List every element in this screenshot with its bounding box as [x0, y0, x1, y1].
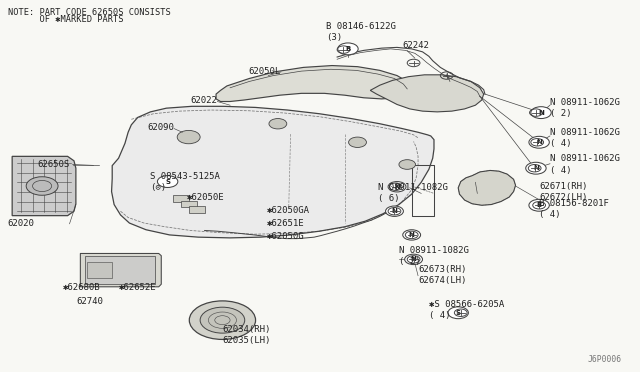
Text: N 08911-1062G
( 4): N 08911-1062G ( 4): [550, 128, 620, 148]
Circle shape: [189, 301, 255, 339]
Text: 62050L: 62050L: [249, 67, 281, 76]
Text: N: N: [536, 139, 542, 145]
Text: ✱62651E: ✱62651E: [267, 219, 305, 228]
Circle shape: [388, 182, 406, 192]
Text: N: N: [411, 256, 417, 262]
Text: N 08911-1082G
( 2): N 08911-1082G ( 2): [399, 246, 469, 266]
Text: 62034(RH)
62035(LH): 62034(RH) 62035(LH): [223, 325, 271, 345]
Circle shape: [177, 131, 200, 144]
Text: ✱62050GA: ✱62050GA: [267, 206, 310, 215]
Text: B: B: [536, 202, 541, 208]
FancyBboxPatch shape: [181, 201, 197, 208]
Text: N: N: [409, 232, 415, 238]
Text: 62090: 62090: [147, 123, 174, 132]
FancyBboxPatch shape: [189, 206, 205, 213]
Circle shape: [529, 137, 549, 148]
Text: NOTE: PART CODE 62650S CONSISTS: NOTE: PART CODE 62650S CONSISTS: [8, 8, 171, 17]
Polygon shape: [371, 75, 484, 112]
Text: B 08146-6122G
(3): B 08146-6122G (3): [326, 22, 396, 42]
Polygon shape: [216, 65, 412, 102]
Circle shape: [157, 176, 178, 187]
FancyBboxPatch shape: [85, 256, 155, 284]
Text: 62671(RH)
62672(LH): 62671(RH) 62672(LH): [539, 182, 588, 202]
Circle shape: [529, 199, 549, 211]
Circle shape: [448, 307, 468, 319]
Text: 62673(RH)
62674(LH): 62673(RH) 62674(LH): [418, 265, 467, 285]
Text: N: N: [394, 184, 400, 190]
FancyBboxPatch shape: [173, 195, 189, 202]
Circle shape: [200, 307, 244, 333]
FancyBboxPatch shape: [86, 262, 112, 278]
Text: ✱S 08566-6205A
( 4): ✱S 08566-6205A ( 4): [429, 300, 504, 320]
Text: ✱62652E: ✱62652E: [118, 283, 156, 292]
Text: 62650S: 62650S: [37, 160, 70, 169]
Circle shape: [399, 160, 415, 169]
Text: N 08911-1082G
( 6): N 08911-1082G ( 6): [378, 183, 448, 203]
Circle shape: [338, 43, 358, 55]
Text: N: N: [392, 208, 397, 214]
Text: OF ✱MARKED PARTS: OF ✱MARKED PARTS: [8, 15, 124, 24]
Circle shape: [404, 254, 422, 264]
Circle shape: [385, 206, 403, 217]
Polygon shape: [12, 156, 76, 216]
Text: B 08156-8201F
( 4): B 08156-8201F ( 4): [539, 199, 609, 219]
Circle shape: [531, 107, 551, 119]
Text: B: B: [346, 46, 351, 52]
Text: S 08543-5125A
(⊙): S 08543-5125A (⊙): [150, 171, 220, 192]
Circle shape: [525, 162, 546, 174]
Text: ✱62680B: ✱62680B: [63, 283, 100, 292]
Circle shape: [349, 137, 367, 147]
Text: N: N: [538, 110, 544, 116]
Text: ✱62050G: ✱62050G: [267, 231, 305, 241]
Text: 62242: 62242: [402, 41, 429, 51]
Text: ✱62050E: ✱62050E: [187, 193, 225, 202]
Text: S: S: [165, 179, 170, 185]
Polygon shape: [458, 170, 516, 205]
Circle shape: [269, 119, 287, 129]
Text: N 08911-1062G
( 2): N 08911-1062G ( 2): [550, 98, 620, 118]
Text: S: S: [456, 310, 461, 316]
Text: 62022: 62022: [191, 96, 218, 105]
Text: N 08911-1062G
( 4): N 08911-1062G ( 4): [550, 154, 620, 174]
Circle shape: [26, 177, 58, 195]
Text: 62020: 62020: [7, 219, 34, 228]
Polygon shape: [81, 253, 161, 287]
Polygon shape: [111, 106, 434, 238]
Text: J6P0006: J6P0006: [588, 355, 622, 364]
Text: 62740: 62740: [76, 297, 103, 306]
Circle shape: [403, 230, 420, 240]
Text: N: N: [533, 165, 539, 171]
